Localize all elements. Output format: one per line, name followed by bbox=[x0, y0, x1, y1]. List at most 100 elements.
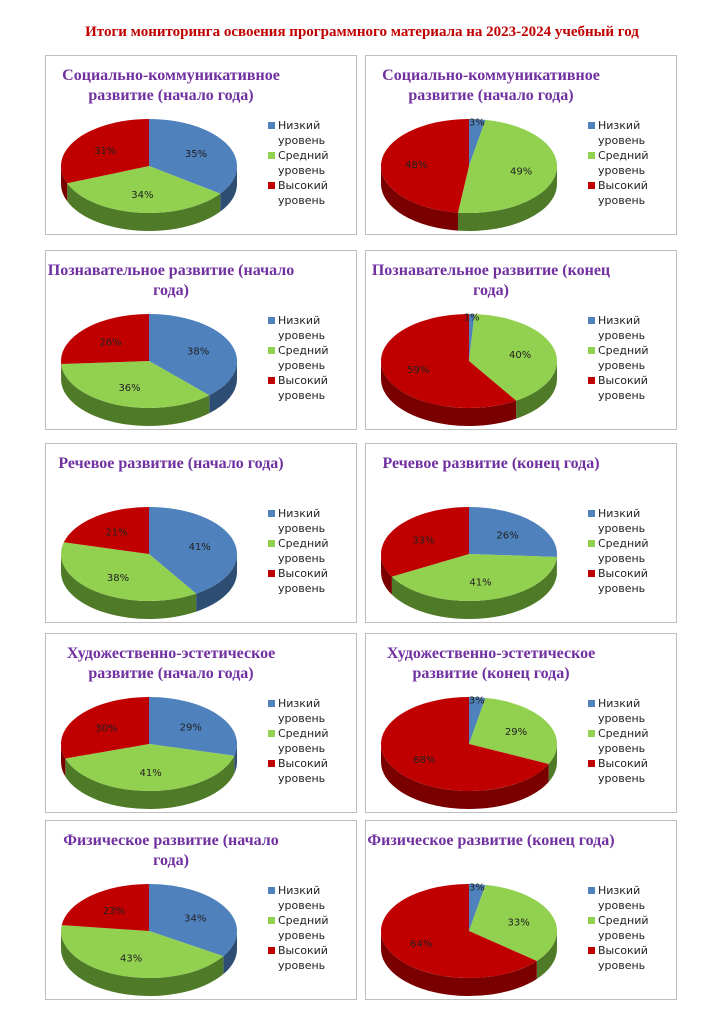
pie-slice-side bbox=[223, 931, 237, 975]
legend-swatch bbox=[588, 700, 595, 707]
pie-slice-high bbox=[381, 884, 537, 978]
data-label: 34% bbox=[184, 913, 206, 924]
data-label: 3% bbox=[469, 883, 485, 894]
pie-slice-high bbox=[61, 314, 149, 364]
legend-item: Низкий уровень bbox=[268, 118, 328, 148]
pie-chart-panel: Речевое развитие (конец года) 26% 41% 33% Ни… bbox=[365, 443, 677, 623]
data-label: 33% bbox=[508, 917, 530, 928]
pie-slice-side bbox=[381, 166, 458, 231]
data-label: 29% bbox=[180, 723, 202, 734]
legend-item: Высокий уровень bbox=[268, 566, 328, 596]
legend-label: Высокий уровень bbox=[278, 374, 328, 402]
legend-label: Высокий уровень bbox=[598, 757, 648, 785]
legend-label: Высокий уровень bbox=[278, 567, 328, 595]
pie-slice-medium bbox=[469, 884, 557, 961]
data-label: 35% bbox=[185, 149, 207, 160]
pie-slice-medium bbox=[65, 744, 235, 791]
legend-item: Низкий уровень bbox=[588, 313, 648, 343]
pie-chart: 38% 36% 26% bbox=[61, 314, 237, 426]
legend-item: Низкий уровень bbox=[588, 506, 648, 536]
pie-slice-high bbox=[61, 884, 149, 931]
legend-item: Высокий уровень bbox=[268, 373, 328, 403]
legend-item: Высокий уровень bbox=[268, 756, 328, 786]
pie-chart-panel: Художественно-эстетическое развитие (кон… bbox=[365, 633, 677, 813]
pie-slice-side bbox=[234, 744, 237, 774]
pie-slice-side bbox=[209, 361, 237, 414]
pie-slice-low bbox=[469, 119, 486, 166]
pie-slice-low bbox=[149, 119, 237, 194]
legend-label: Средний уровень bbox=[278, 914, 329, 942]
legend-item: Высокий уровень bbox=[588, 178, 648, 208]
data-label: 29% bbox=[505, 727, 527, 738]
legend-swatch bbox=[268, 317, 275, 324]
legend-item: Средний уровень bbox=[588, 726, 649, 756]
pie-slice-side bbox=[536, 931, 557, 979]
pie-slice-low bbox=[149, 884, 237, 957]
legend-swatch bbox=[268, 510, 275, 517]
legend: Низкий уровень Средний уровень Высокий уро… bbox=[588, 506, 649, 596]
legend-swatch bbox=[268, 887, 275, 894]
pie-slice-medium bbox=[391, 554, 557, 601]
pie-slice-side bbox=[196, 554, 237, 612]
legend-item: Высокий уровень bbox=[588, 566, 648, 596]
pie-chart: 34% 43% 23% bbox=[61, 884, 237, 996]
legend-label: Низкий уровень bbox=[278, 314, 326, 342]
pie-chart-panel: Познавательное развитие (конец года) 1% 40… bbox=[365, 250, 677, 430]
legend-swatch bbox=[268, 122, 275, 129]
pie-slice-high bbox=[63, 507, 149, 554]
pie-slice-high bbox=[381, 314, 517, 408]
legend-item: Низкий уровень bbox=[268, 506, 328, 536]
legend-label: Низкий уровень bbox=[278, 507, 326, 535]
chart-title: Физическое развитие (конец года) bbox=[367, 832, 615, 849]
data-label: 26% bbox=[99, 338, 121, 349]
data-label: 31% bbox=[94, 146, 116, 157]
legend-label: Высокий уровень bbox=[278, 944, 328, 972]
pie-chart-panel: Речевое развитие (начало года) 41% 38% 21% Н… bbox=[45, 443, 357, 623]
legend-label: Высокий уровень bbox=[598, 374, 648, 402]
legend-item: Низкий уровень bbox=[268, 696, 328, 726]
pie-slice-medium bbox=[469, 697, 557, 765]
data-label: 40% bbox=[509, 350, 531, 361]
legend: Низкий уровень Средний уровень Высокий уро… bbox=[588, 313, 649, 403]
legend-label: Средний уровень bbox=[598, 149, 649, 177]
data-label: 21% bbox=[106, 528, 128, 539]
pie-chart: 3% 49% 48% bbox=[380, 118, 557, 231]
legend-swatch bbox=[588, 122, 595, 129]
legend-item: Средний уровень bbox=[268, 343, 329, 373]
legend-item: Низкий уровень bbox=[268, 883, 328, 913]
pie-slice-medium bbox=[61, 925, 224, 978]
legend-item: Высокий уровень bbox=[588, 756, 648, 786]
data-label: 1% bbox=[464, 312, 480, 323]
chart-title: Познавательное развитие (начало года) bbox=[47, 262, 295, 299]
pie-slice-side bbox=[67, 183, 221, 231]
pie-slice-side bbox=[516, 361, 557, 419]
pie-slice-side bbox=[381, 931, 537, 996]
data-label: 43% bbox=[120, 954, 142, 965]
legend-label: Высокий уровень bbox=[278, 179, 328, 207]
pie-chart-panel: Социально-коммуникативное развитие (нача… bbox=[365, 55, 677, 235]
legend-swatch bbox=[588, 152, 595, 159]
data-label: 64% bbox=[410, 939, 432, 950]
data-label: 34% bbox=[131, 190, 153, 201]
pie-slice-low bbox=[149, 697, 238, 756]
legend-item: Средний уровень bbox=[268, 726, 329, 756]
legend-label: Низкий уровень bbox=[278, 697, 326, 725]
legend-swatch bbox=[588, 917, 595, 924]
legend-swatch bbox=[588, 317, 595, 324]
data-label: 41% bbox=[189, 542, 211, 553]
legend-label: Низкий уровень bbox=[598, 697, 646, 725]
chart-title: Речевое развитие (начало года) bbox=[58, 455, 284, 472]
legend-label: Низкий уровень bbox=[598, 119, 646, 147]
pie-slice-medium bbox=[469, 314, 557, 401]
legend-item: Средний уровень bbox=[588, 343, 649, 373]
chart-title: Физическое развитие (начало года) bbox=[63, 832, 279, 869]
legend-swatch bbox=[588, 182, 595, 189]
data-label: 3% bbox=[469, 118, 485, 129]
legend-item: Высокий уровень bbox=[268, 943, 328, 973]
legend-label: Средний уровень bbox=[278, 537, 329, 565]
legend-swatch bbox=[268, 570, 275, 577]
legend-label: Высокий уровень bbox=[598, 179, 648, 207]
legend: Низкий уровень Средний уровень Высокий уро… bbox=[268, 696, 329, 786]
pie-chart: 26% 41% 33% bbox=[381, 507, 557, 619]
pie-slice-side bbox=[61, 166, 68, 202]
